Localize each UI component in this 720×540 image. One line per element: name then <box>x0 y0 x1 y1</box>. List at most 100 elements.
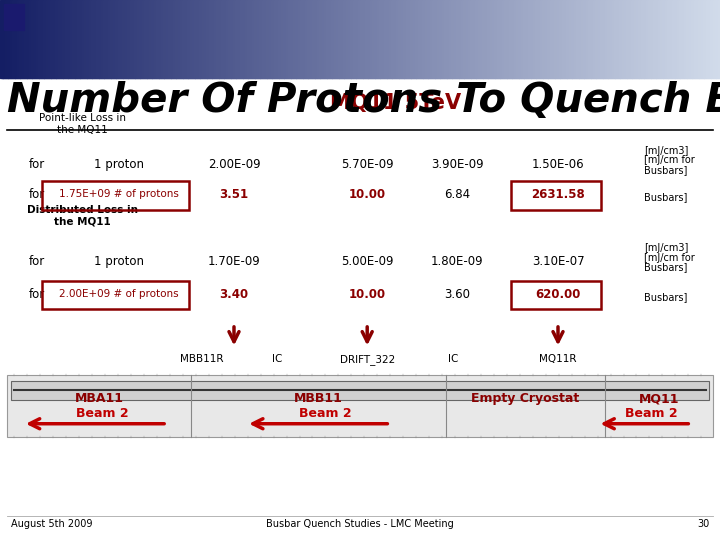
Bar <box>38 0 42 78</box>
Bar <box>487 0 491 78</box>
Bar <box>506 0 510 78</box>
Bar <box>511 181 601 210</box>
Bar <box>581 0 585 78</box>
Text: 1.80E-09: 1.80E-09 <box>431 255 484 268</box>
Bar <box>130 0 133 78</box>
Bar <box>161 0 165 78</box>
Bar <box>351 0 354 78</box>
Bar <box>216 0 220 78</box>
Bar <box>549 0 554 78</box>
Bar <box>204 0 208 78</box>
Bar <box>466 0 469 78</box>
Bar <box>120 0 124 78</box>
Bar <box>99 0 102 78</box>
Bar <box>492 0 496 78</box>
Bar <box>333 0 338 78</box>
Text: 10.00: 10.00 <box>348 188 386 201</box>
Bar <box>9 0 14 78</box>
Bar <box>151 0 155 78</box>
Bar <box>682 0 685 78</box>
Bar <box>243 0 246 78</box>
Bar <box>367 0 371 78</box>
Bar <box>672 0 676 78</box>
Bar <box>45 0 50 78</box>
Bar <box>336 0 340 78</box>
Bar <box>686 0 690 78</box>
Bar <box>266 0 270 78</box>
Bar <box>398 0 402 78</box>
Bar <box>612 0 616 78</box>
Bar <box>449 0 453 78</box>
Bar <box>250 0 253 78</box>
Bar <box>533 0 536 78</box>
Bar <box>693 0 698 78</box>
Bar <box>192 0 196 78</box>
Bar <box>31 0 35 78</box>
Bar <box>4 4 24 30</box>
Bar <box>583 0 587 78</box>
Bar <box>238 0 241 78</box>
Bar <box>382 0 385 78</box>
Bar <box>207 0 210 78</box>
Bar <box>67 0 71 78</box>
Bar <box>554 0 558 78</box>
Bar <box>585 0 590 78</box>
Bar <box>63 0 66 78</box>
Bar <box>542 0 546 78</box>
Bar <box>372 0 376 78</box>
Bar <box>641 0 644 78</box>
Bar <box>163 0 167 78</box>
Bar <box>338 0 342 78</box>
Bar <box>42 281 189 309</box>
Bar <box>77 0 81 78</box>
Text: DRIFT_322: DRIFT_322 <box>340 354 395 364</box>
Bar <box>221 0 225 78</box>
Bar <box>639 0 642 78</box>
Bar <box>269 0 273 78</box>
Bar <box>70 0 73 78</box>
Text: Busbars]: Busbars] <box>644 165 688 175</box>
Text: 3.60: 3.60 <box>444 288 470 301</box>
Bar <box>310 0 313 78</box>
Text: 1.50E-06: 1.50E-06 <box>531 158 585 171</box>
Bar <box>11 381 709 400</box>
Text: MBB11: MBB11 <box>294 393 343 406</box>
Bar <box>36 0 40 78</box>
Bar <box>621 0 626 78</box>
Bar <box>96 0 100 78</box>
Bar <box>405 0 410 78</box>
Bar <box>605 0 608 78</box>
Bar <box>454 0 457 78</box>
Bar <box>225 0 230 78</box>
Bar <box>706 0 709 78</box>
Bar <box>569 0 572 78</box>
Text: 3.51: 3.51 <box>220 188 248 201</box>
Bar <box>173 0 176 78</box>
Bar <box>139 0 143 78</box>
Bar <box>646 0 649 78</box>
Bar <box>158 0 162 78</box>
Bar <box>528 0 532 78</box>
Bar <box>110 0 114 78</box>
Bar <box>79 0 83 78</box>
Bar <box>274 0 277 78</box>
Bar <box>446 0 450 78</box>
Text: 2.00E+09 # of protons: 2.00E+09 # of protons <box>59 289 179 299</box>
Bar <box>513 0 518 78</box>
Bar <box>564 0 568 78</box>
Text: MQ11 5TeV: MQ11 5TeV <box>330 92 462 113</box>
Bar <box>115 0 119 78</box>
Bar <box>315 0 318 78</box>
Bar <box>607 0 611 78</box>
Bar <box>281 0 284 78</box>
Bar <box>420 0 424 78</box>
Bar <box>679 0 683 78</box>
Bar <box>7 375 713 437</box>
Text: August 5th 2009: August 5th 2009 <box>11 519 92 529</box>
Bar <box>180 0 184 78</box>
Bar <box>617 0 621 78</box>
Bar <box>480 0 484 78</box>
Bar <box>326 0 330 78</box>
Bar <box>300 0 304 78</box>
Bar <box>593 0 597 78</box>
